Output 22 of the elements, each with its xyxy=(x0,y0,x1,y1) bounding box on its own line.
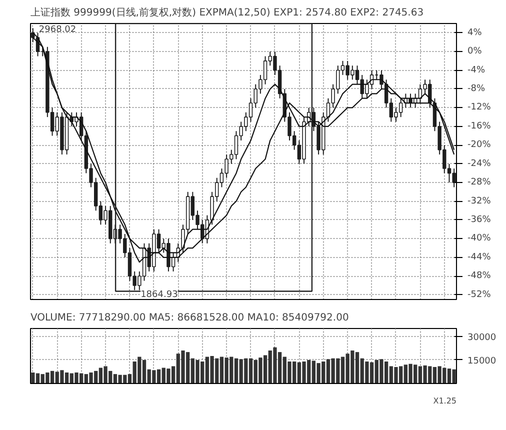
y-tick-label: -28% xyxy=(468,178,492,188)
text: X1.25 xyxy=(433,396,457,406)
y-tick-label: 4% xyxy=(468,28,482,38)
y-tick-label: -40% xyxy=(468,234,492,244)
chart-title: VOLUME: 77718290.00 MA5: 86681528.00 MA10: 85409792.00 xyxy=(30,312,349,324)
y-tick-label: -12% xyxy=(468,102,492,113)
y-tick-label: -36% xyxy=(468,214,492,225)
y-tick-label: -8% xyxy=(468,84,486,94)
y-tick-label: -16% xyxy=(468,121,492,132)
y-tick-label: -24% xyxy=(468,158,492,169)
y-tick-label: -48% xyxy=(468,271,492,282)
annotation: 2968.02 xyxy=(38,25,76,36)
y-tick-label: 15000 xyxy=(468,356,496,366)
y-tick-label: 30000 xyxy=(468,332,496,343)
chart-title: 上证指数 999999(日线,前复权,对数) EXPMA(12,50) EXP1: 2574.80 EXP2: 2745.63 xyxy=(30,6,424,18)
annotation: 1864.93 xyxy=(140,290,178,300)
y-tick-label: -32% xyxy=(468,196,492,206)
y-tick-label: -20% xyxy=(468,140,492,150)
y-tick-label: -44% xyxy=(468,252,492,262)
y-tick-label: -4% xyxy=(468,65,486,76)
y-tick-label: 0% xyxy=(468,46,482,57)
y-tick-label: -52% xyxy=(468,290,492,300)
